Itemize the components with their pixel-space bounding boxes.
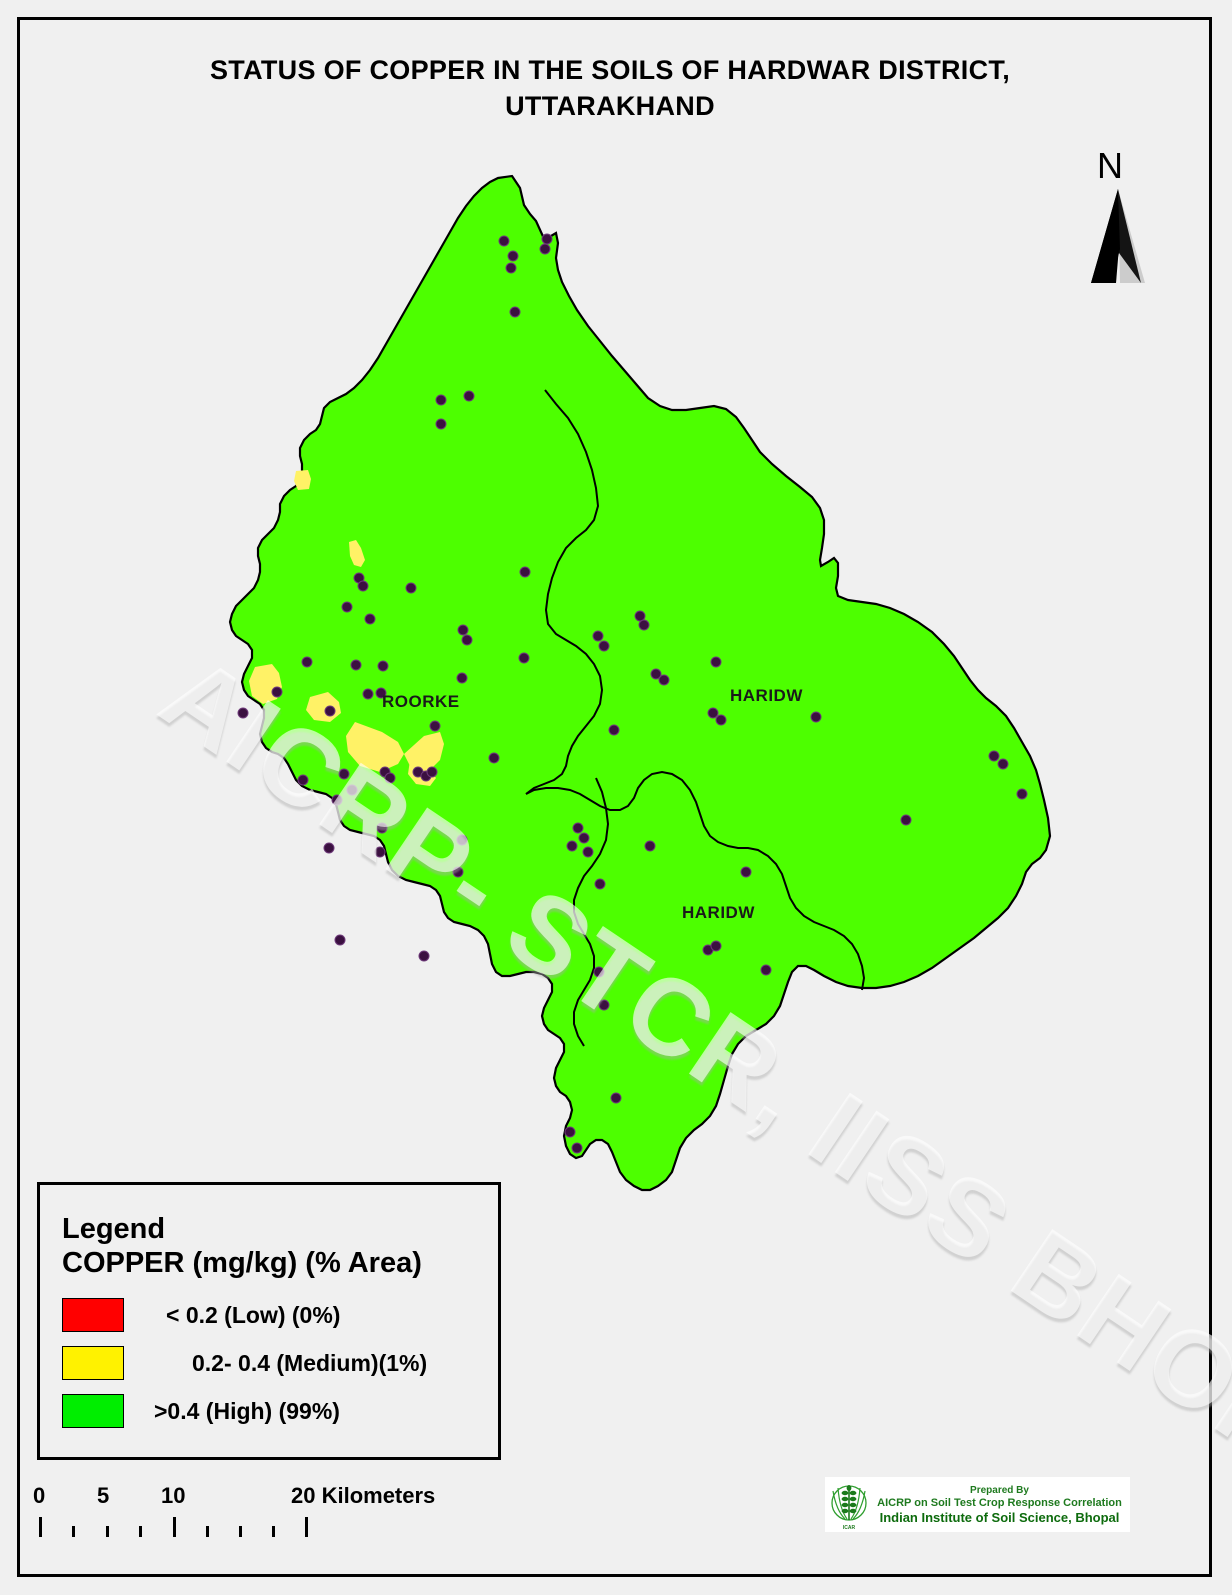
legend-label-medium: 0.2- 0.4 (Medium)(1%) [192, 1349, 428, 1376]
north-arrow: N [1083, 145, 1153, 285]
scale-label-5: 5 [97, 1483, 110, 1508]
scale-tick-6 [239, 1526, 242, 1537]
scale-label-10: 10 [161, 1483, 186, 1508]
page-title: STATUS OF COPPER IN THE SOILS OF HARDWAR… [110, 52, 1110, 124]
scale-tick-7 [272, 1526, 275, 1537]
legend-title: Legend [62, 1213, 166, 1245]
legend-swatch-high [62, 1394, 124, 1428]
legend-swatch-medium [62, 1346, 124, 1380]
legend-row-medium: 0.2- 0.4 (Medium)(1%) [62, 1341, 492, 1385]
scale-tick-3 [139, 1526, 142, 1537]
north-arrow-icon [1091, 189, 1145, 283]
legend-row-high: >0.4 (High) (99%) [62, 1389, 492, 1433]
logo-line-1: Prepared By [970, 1484, 1029, 1496]
legend-label-high: >0.4 (High) (99%) [154, 1397, 340, 1424]
legend-label-low: < 0.2 (Low) (0%) [166, 1301, 341, 1328]
wheat-icon [831, 1484, 867, 1521]
legend-subtitle: COPPER (mg/kg) (% Area) [62, 1247, 422, 1279]
scale-tick-1 [72, 1526, 75, 1537]
scale-bar-ticks [33, 1515, 463, 1537]
map-label-roorkee: ROORKE [382, 692, 460, 711]
legend-swatch-low [62, 1298, 124, 1332]
map-label-haridwar-north: HARIDW [730, 686, 803, 705]
legend-rows: < 0.2 (Low) (0%) 0.2- 0.4 (Medium)(1%) >… [62, 1293, 492, 1437]
north-arrow-label: N [1097, 145, 1123, 186]
scale-label-0: 0 [33, 1483, 46, 1508]
title-line-2: UTTARAKHAND [505, 91, 715, 121]
title-line-1: STATUS OF COPPER IN THE SOILS OF HARDWAR… [209, 55, 1011, 85]
scale-tick-0 [39, 1517, 42, 1537]
scale-bar-labels: 0 5 10 20 Kilometers [33, 1483, 463, 1511]
scale-label-20: 20 Kilometers [291, 1483, 436, 1508]
logo-box: ICAR Prepared By AICRP on Soil Test Crop… [825, 1477, 1130, 1532]
scale-tick-2 [106, 1526, 109, 1537]
logo-line-3: Indian Institute of Soil Science, Bhopal [879, 1509, 1120, 1525]
scale-tick-5 [206, 1526, 209, 1537]
icar-emblem-caption: ICAR [842, 1524, 856, 1531]
logo-text: Prepared By AICRP on Soil Test Crop Resp… [873, 1485, 1130, 1525]
scale-tick-4 [173, 1517, 176, 1537]
legend-box: Legend COPPER (mg/kg) (% Area) < 0.2 (Lo… [37, 1182, 501, 1460]
map-label-haridwar-south: HARIDW [682, 903, 755, 922]
scale-tick-8 [305, 1517, 308, 1537]
icar-emblem-icon: ICAR [825, 1479, 873, 1531]
scale-bar: 0 5 10 20 Kilometers [33, 1483, 463, 1543]
logo-line-2: AICRP on Soil Test Crop Response Correla… [877, 1496, 1122, 1509]
legend-row-low: < 0.2 (Low) (0%) [62, 1293, 492, 1337]
